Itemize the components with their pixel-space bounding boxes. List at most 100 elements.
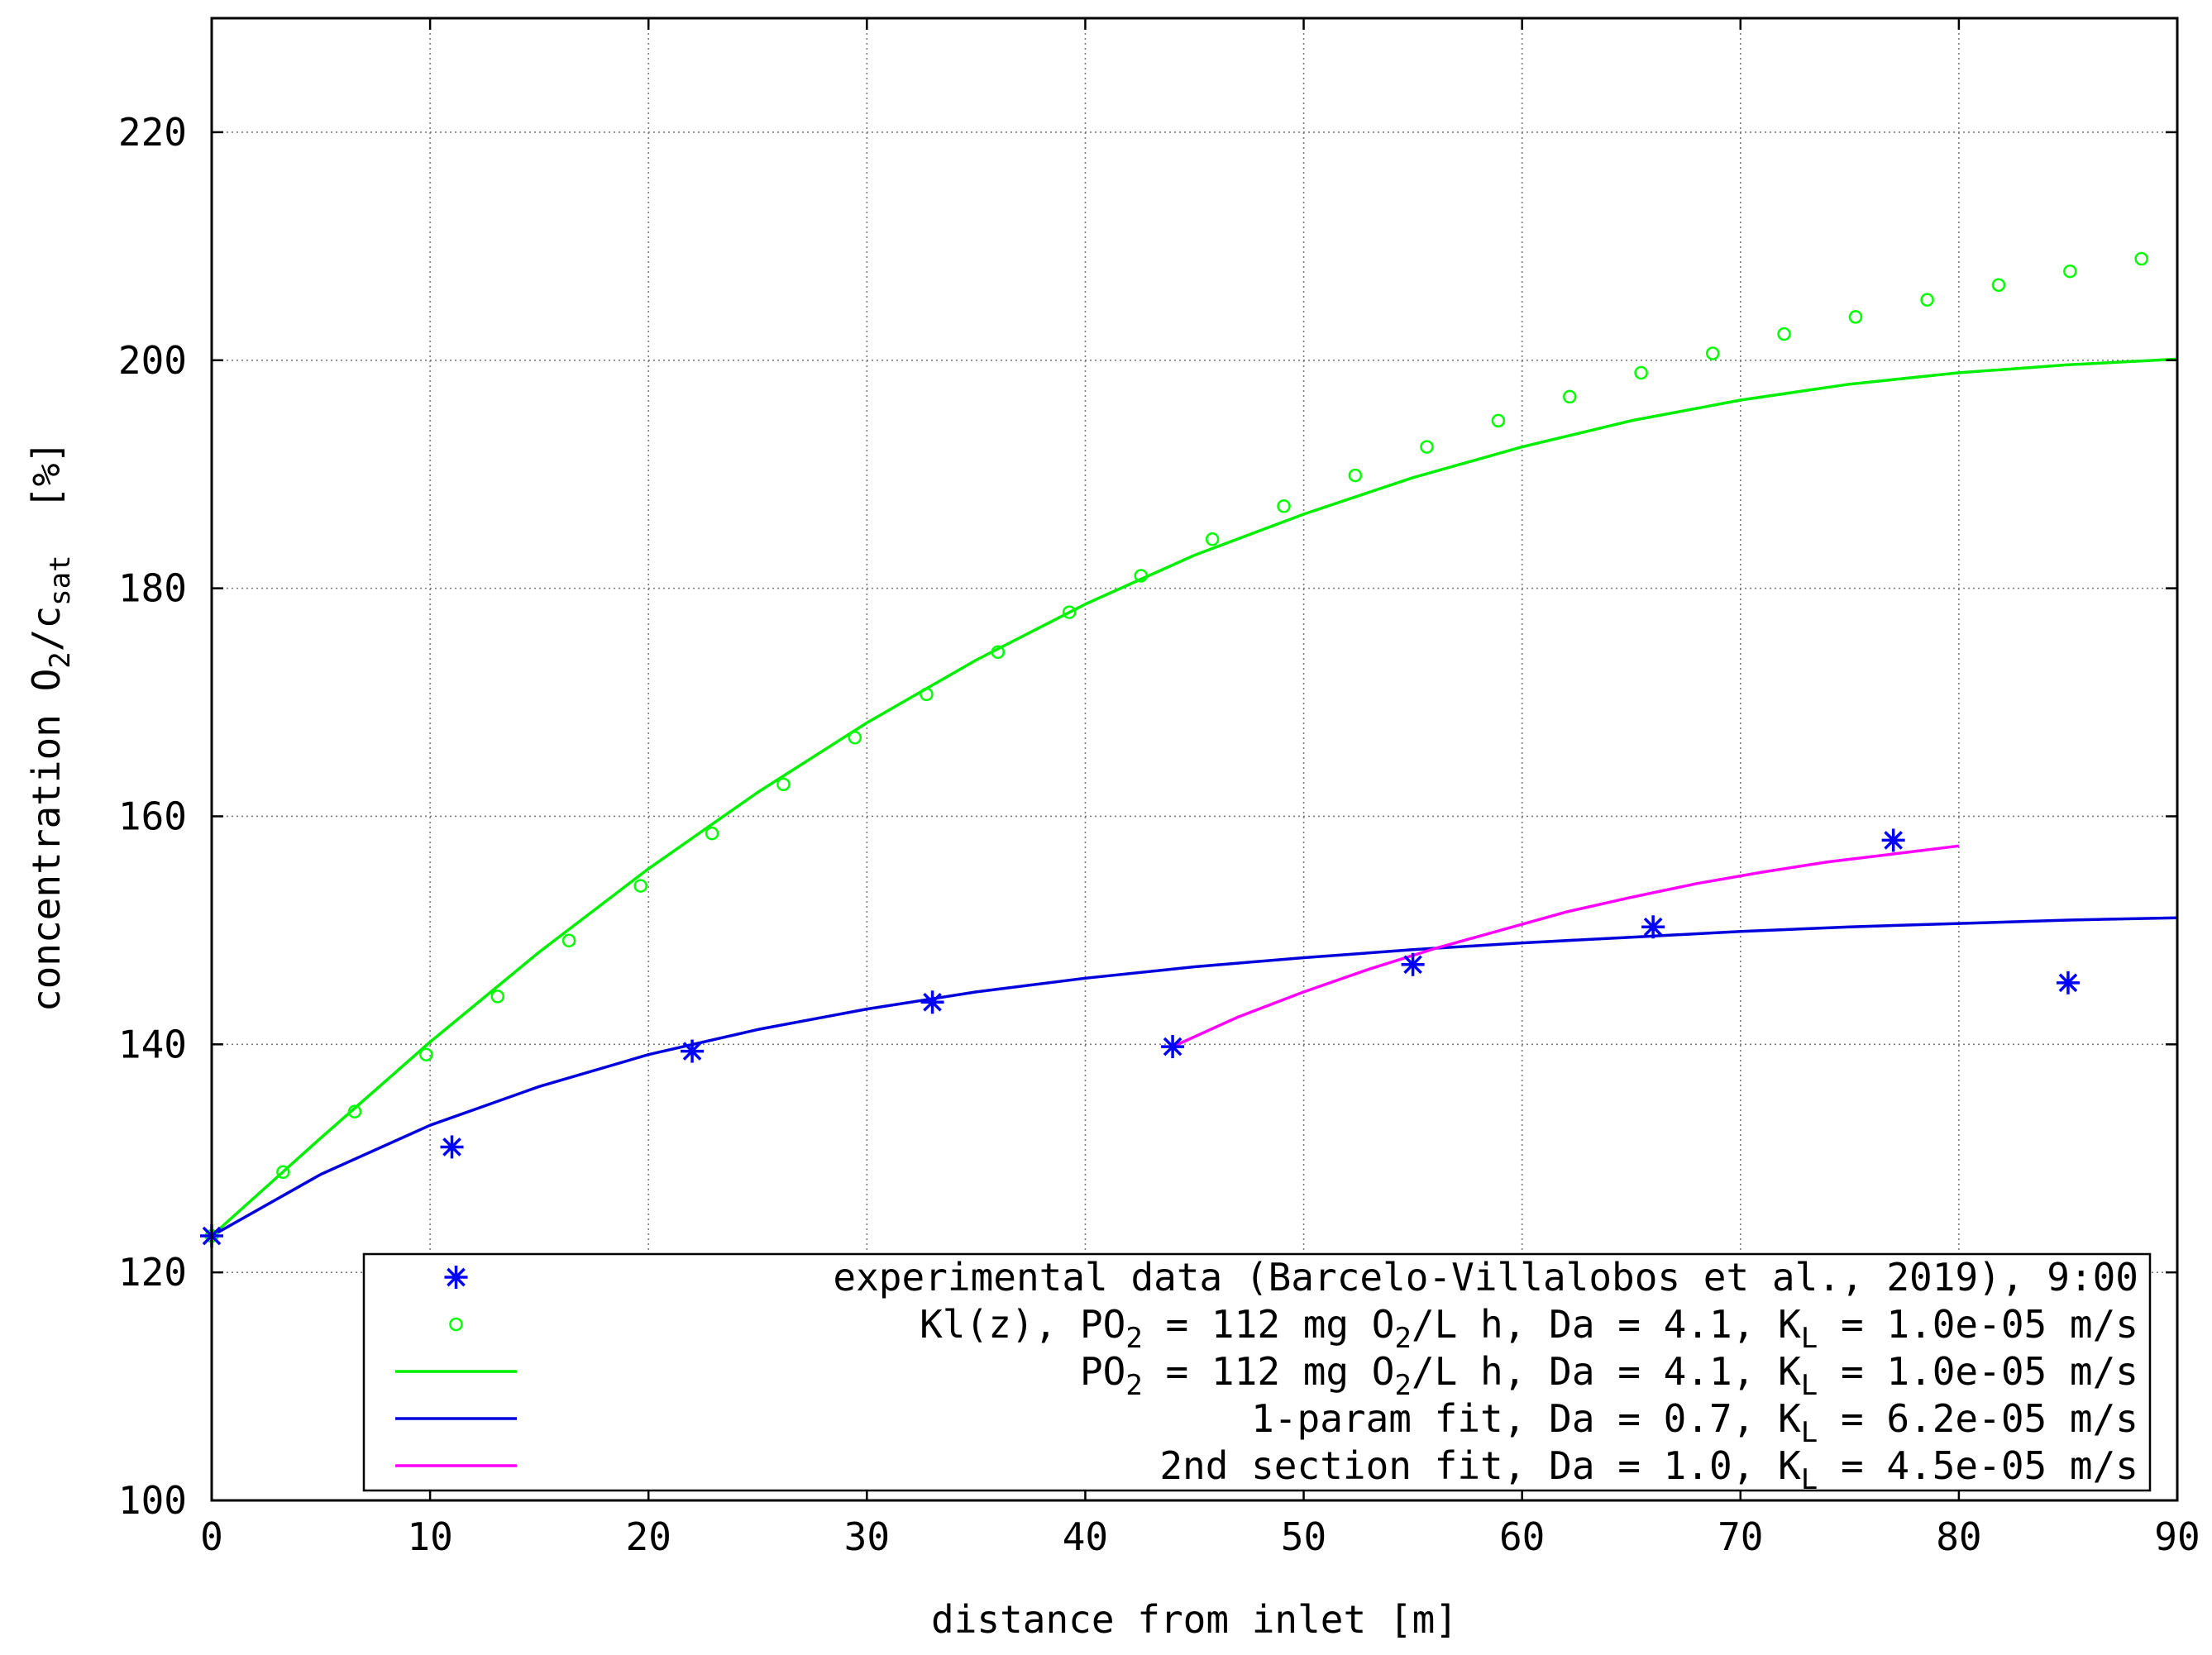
data-point-klz <box>1348 468 1363 483</box>
x-tick-label: 10 <box>407 1514 452 1559</box>
x-tick-label: 0 <box>200 1514 223 1559</box>
y-tick-label: 220 <box>118 110 187 155</box>
series-line-oneparam <box>211 916 2178 1238</box>
plot-series <box>200 251 2178 1248</box>
star-stroke <box>1884 831 1903 850</box>
data-point-klz <box>991 645 1006 660</box>
x-tick-label: 30 <box>844 1514 890 1559</box>
legend-entry-po2: PO2 = 112 mg O2/L h, Da = 4.1, KL = 1.0e… <box>395 1349 2138 1402</box>
star-stroke <box>442 1138 461 1157</box>
data-point-experimental <box>1881 828 1905 852</box>
data-point-klz <box>1705 346 1720 360</box>
data-point-klz <box>1062 605 1077 619</box>
legend-text-run: = 4.5e-05 m/s <box>1818 1443 2138 1488</box>
legend-text-run: = 1.0e-05 m/s <box>1818 1302 2138 1347</box>
legend-subscript: L <box>1801 1369 1818 1402</box>
data-point-klz <box>1562 389 1577 404</box>
data-point-experimental <box>1401 952 1425 976</box>
series-po2 <box>210 357 2178 1238</box>
series-line-second <box>1172 844 1960 1048</box>
star-stroke <box>682 1042 702 1061</box>
legend-subscript: L <box>1801 1416 1818 1449</box>
legend-label: experimental data (Barcelo-Villalobos et… <box>833 1255 2138 1300</box>
legend-entry-oneparam: 1-param fit, Da = 0.7, KL = 6.2e-05 m/s <box>395 1396 2138 1449</box>
x-tick-label: 60 <box>1499 1514 1545 1559</box>
series-oneparam <box>211 916 2178 1238</box>
legend-text-run: Kl(z), PO <box>920 1302 1125 1347</box>
data-point-klz <box>920 687 934 702</box>
legend-label: PO2 = 112 mg O2/L h, Da = 4.1, KL = 1.0e… <box>1080 1349 2138 1402</box>
legend-box <box>362 1252 2152 1492</box>
legend-text-run: = 112 mg O <box>1143 1349 1395 1394</box>
legend-text-run: /L h, Da = 4.1, K <box>1412 1349 1801 1394</box>
data-point-experimental <box>1641 915 1665 939</box>
data-point-klz <box>419 1047 433 1061</box>
series-experimental <box>200 828 2080 1248</box>
x-axis-title: distance from inlet [m] <box>931 1597 1458 1642</box>
axis-ticks: 0 10 20 30 40 50 60 70 80 90 100 120 140 160 180 200 220 <box>118 18 2200 1559</box>
y-tick-label: 160 <box>118 794 187 838</box>
data-point-klz <box>633 879 647 893</box>
series-second <box>1172 844 1960 1048</box>
data-point-klz <box>776 777 791 792</box>
legend-text-run: experimental data (Barcelo-Villalobos et… <box>833 1255 2138 1300</box>
legend-text-run: = 1.0e-05 m/s <box>1818 1349 2138 1394</box>
y-tick-label: 200 <box>118 338 187 383</box>
x-tick-label: 50 <box>1281 1514 1326 1559</box>
legend-subscript: 2 <box>1125 1369 1142 1402</box>
star-stroke <box>923 992 942 1012</box>
x-tick-label: 20 <box>626 1514 671 1559</box>
data-point-klz <box>1777 327 1791 341</box>
star-stroke <box>1643 917 1663 937</box>
y-tick-label: 100 <box>118 1478 187 1523</box>
legend-subscript: 2 <box>1394 1322 1411 1355</box>
legend-text-run: = 112 mg O <box>1143 1302 1395 1347</box>
data-point-klz <box>1848 310 1863 324</box>
data-point-experimental <box>2056 971 2080 994</box>
legend-label: 1-param fit, Da = 0.7, KL = 6.2e-05 m/s <box>1251 1396 2138 1449</box>
legend-entry-experimental: experimental data (Barcelo-Villalobos et… <box>444 1255 2138 1300</box>
data-point-klz <box>1634 365 1648 380</box>
data-point-klz <box>1205 532 1220 546</box>
legend-text-run: = 6.2e-05 m/s <box>1818 1396 2138 1441</box>
data-point-klz <box>561 933 576 948</box>
data-point-klz <box>848 731 862 745</box>
legend-text-run: 2nd section fit, Da = 1.0, K <box>1159 1443 1801 1488</box>
x-tick-label: 90 <box>2154 1514 2200 1559</box>
legend-entry-klz: Kl(z), PO2 = 112 mg O2/L h, Da = 4.1, KL… <box>449 1302 2138 1355</box>
data-point-klz <box>1134 569 1149 583</box>
star-stroke <box>1163 1037 1182 1056</box>
data-point-klz <box>2134 251 2148 266</box>
data-point-experimental <box>920 990 944 1014</box>
data-point-klz <box>2063 264 2077 279</box>
star-stroke <box>2058 973 2078 993</box>
y-tick-label: 120 <box>118 1250 187 1295</box>
legend-subscript: 2 <box>1394 1369 1411 1402</box>
legend-subscript: 2 <box>1125 1322 1142 1355</box>
legend-label: Kl(z), PO2 = 112 mg O2/L h, Da = 4.1, KL… <box>920 1302 2138 1355</box>
series-klz <box>204 251 2148 1243</box>
x-tick-label: 40 <box>1063 1514 1108 1559</box>
legend-text-run: PO <box>1080 1349 1125 1394</box>
data-point-klz <box>1991 278 2006 292</box>
data-point-klz <box>705 826 719 841</box>
series-line-po2 <box>210 357 2178 1238</box>
data-point-klz <box>1277 499 1291 513</box>
y-tick-label: 180 <box>118 566 187 611</box>
y-tick-label: 140 <box>118 1022 187 1066</box>
plot-frame <box>210 17 2179 1502</box>
y-axis-title: concentration O2/csat [%] <box>24 441 77 1012</box>
legend-label: 2nd section fit, Da = 1.0, KL = 4.5e-05 … <box>1159 1443 2138 1496</box>
star-stroke <box>1403 955 1422 975</box>
legend-swatch <box>449 1317 463 1332</box>
data-point-klz <box>1420 440 1434 454</box>
x-tick-label: 80 <box>1936 1514 1981 1559</box>
data-point-klz <box>1920 293 1934 307</box>
x-tick-label: 70 <box>1718 1514 1763 1559</box>
data-point-experimental <box>681 1039 705 1063</box>
legend-text-run: /L h, Da = 4.1, K <box>1412 1302 1801 1347</box>
data-point-klz <box>1491 413 1506 428</box>
data-point-experimental <box>1161 1035 1185 1059</box>
data-point-klz <box>347 1104 362 1118</box>
